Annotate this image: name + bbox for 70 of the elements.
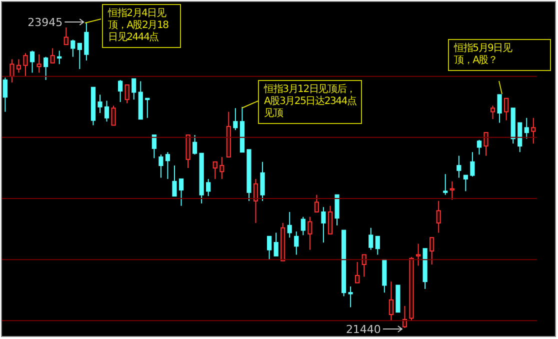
candlestick — [64, 26, 68, 46]
candlestick — [476, 139, 482, 156]
candlestick — [375, 236, 380, 256]
candlestick — [104, 100, 110, 122]
candlestick — [178, 178, 184, 206]
candlestick — [118, 80, 123, 103]
candlestick — [388, 281, 394, 322]
candlestick — [287, 211, 292, 238]
candlestick — [531, 117, 536, 144]
candlestick — [77, 42, 82, 70]
candlestick — [321, 206, 326, 243]
candlestick — [44, 56, 48, 81]
candlestick — [84, 22, 89, 61]
candlestick — [490, 105, 496, 120]
candlestick — [314, 194, 319, 212]
candlestick — [402, 306, 408, 328]
candlestick — [2, 77, 8, 112]
candlestick — [504, 98, 509, 121]
candlestick — [443, 174, 448, 196]
candlestick — [524, 117, 529, 140]
candlestick — [233, 108, 238, 131]
candlestick — [362, 254, 366, 278]
candlestick — [266, 236, 272, 260]
candlestick — [192, 134, 198, 156]
candlestick — [436, 200, 441, 234]
candlestick — [334, 194, 340, 226]
candlestick — [145, 98, 150, 118]
candlestick — [36, 54, 42, 74]
candlestick — [23, 52, 28, 77]
candlestick — [172, 165, 177, 197]
candlestick — [57, 50, 62, 65]
candlestick — [294, 230, 299, 256]
candlestick — [348, 286, 353, 308]
candlestick — [308, 216, 312, 250]
candlestick — [158, 154, 164, 178]
candlestick — [300, 216, 306, 236]
candlestick — [328, 205, 333, 234]
candlestick — [484, 132, 488, 156]
candlestick — [416, 243, 421, 266]
callout-box: 恒指2月4日见顶，A股2月18日见2444点 — [102, 4, 181, 48]
candlestick — [274, 232, 278, 256]
candlestick — [206, 178, 211, 197]
annotation: 23945 — [28, 16, 63, 29]
candlestick — [450, 180, 454, 200]
callout-box: 恒指3月12日见顶后，A股3月25日达2344点见顶 — [258, 80, 362, 124]
candlestick — [497, 94, 502, 124]
candlestick — [70, 39, 76, 58]
annotation: 21440 — [346, 323, 381, 336]
candlestick — [111, 105, 116, 126]
candlestick — [10, 58, 14, 83]
candlestick — [463, 174, 468, 192]
candlestick — [124, 84, 130, 104]
candlestick — [355, 262, 360, 284]
callout-box: 恒指5月9日见顶，A股？ — [448, 39, 551, 71]
candlestick — [456, 155, 462, 178]
candlestick — [50, 48, 55, 64]
candlestick — [30, 50, 35, 74]
candlestick — [220, 156, 224, 180]
candlestick — [253, 178, 258, 224]
candlestick — [165, 152, 170, 180]
candlestick — [260, 161, 265, 202]
candlestick — [132, 78, 136, 100]
candlestick — [430, 237, 434, 265]
candlestick — [16, 58, 22, 74]
candlestick — [212, 161, 218, 180]
candlestick — [518, 122, 522, 153]
candlestick — [152, 134, 156, 159]
candlestick — [368, 227, 374, 250]
candlestick — [470, 152, 475, 178]
candlestick — [98, 94, 102, 114]
